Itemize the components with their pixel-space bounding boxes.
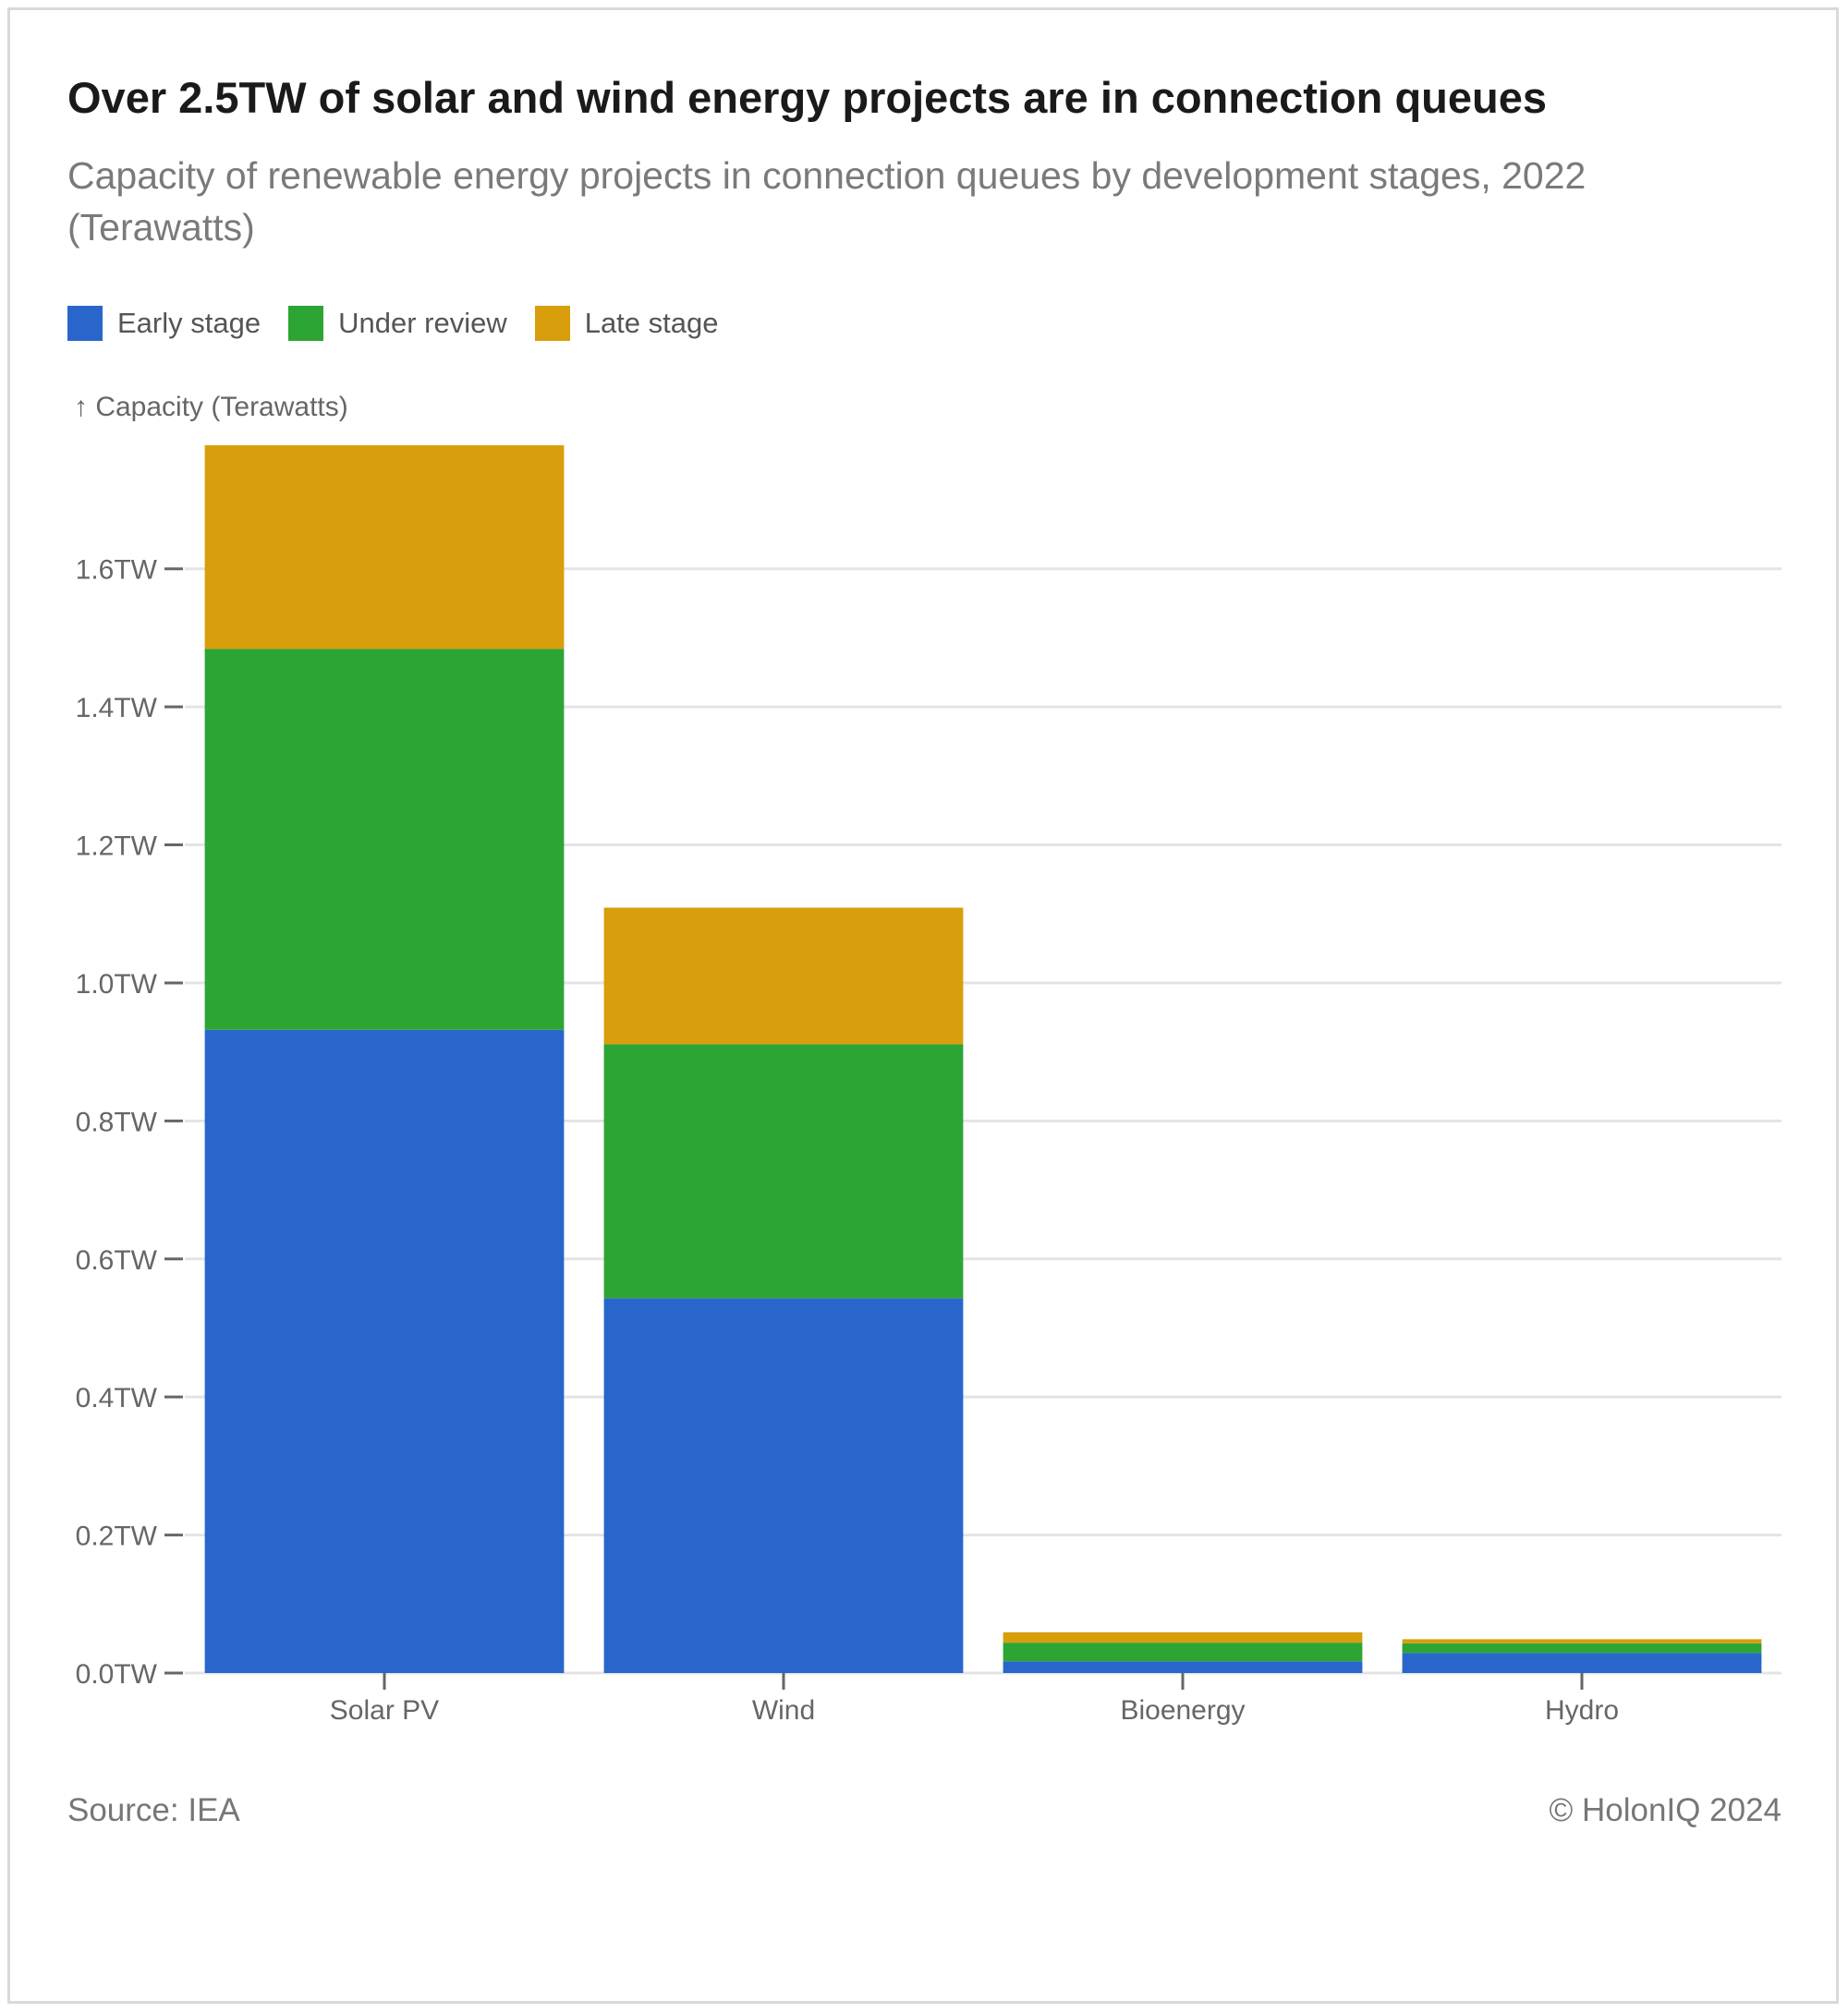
bar-wind-late-stage bbox=[603, 907, 964, 1045]
bar-solar-pv-late-stage bbox=[204, 445, 565, 649]
y-tick-label: 1.2TW bbox=[76, 831, 158, 862]
legend-swatch-late-stage bbox=[534, 306, 570, 341]
bar-bioenergy-early-stage bbox=[1003, 1661, 1363, 1673]
y-tick-label: 1.4TW bbox=[76, 693, 158, 723]
x-tick-label: Bioenergy bbox=[1120, 1695, 1245, 1726]
chart-title: Over 2.5TW of solar and wind energy proj… bbox=[67, 73, 1547, 122]
bar-bioenergy-under-review bbox=[1003, 1643, 1363, 1662]
source-note: Source: IEA bbox=[67, 1792, 240, 1828]
y-tick-label: 0.4TW bbox=[76, 1383, 158, 1413]
bar-wind-early-stage bbox=[603, 1298, 964, 1673]
x-tick-label: Wind bbox=[752, 1695, 815, 1726]
bar-solar-pv-under-review bbox=[204, 649, 565, 1030]
copyright-note: © HolonIQ 2024 bbox=[1549, 1792, 1782, 1828]
y-tick-label: 1.0TW bbox=[76, 969, 158, 1000]
bar-wind-under-review bbox=[603, 1044, 964, 1299]
y-tick-label: 0.8TW bbox=[76, 1107, 158, 1137]
legend-label-under-review: Under review bbox=[338, 307, 507, 339]
y-tick-label: 0.6TW bbox=[76, 1245, 158, 1276]
y-tick-label: 0.2TW bbox=[76, 1522, 158, 1552]
y-tick-label: 1.6TW bbox=[76, 555, 158, 586]
chart-subtitle: Capacity of renewable energy projects in… bbox=[67, 154, 1587, 249]
legend-item-late-stage: Late stage bbox=[534, 306, 719, 341]
y-tick-label: 0.0TW bbox=[76, 1659, 158, 1690]
legend-item-under-review: Under review bbox=[288, 306, 507, 341]
bar-bioenergy-late-stage bbox=[1003, 1631, 1363, 1643]
x-tick-label: Solar PV bbox=[330, 1695, 439, 1726]
bar-solar-pv-early-stage bbox=[204, 1029, 565, 1673]
y-axis-title: ↑ Capacity (Terawatts) bbox=[74, 392, 348, 422]
bar-hydro-late-stage bbox=[1402, 1639, 1762, 1643]
legend-label-late-stage: Late stage bbox=[584, 307, 719, 339]
legend-label-early-stage: Early stage bbox=[117, 307, 261, 339]
legend-swatch-under-review bbox=[288, 306, 324, 341]
legend: Early stage Under review Late stage bbox=[67, 305, 747, 342]
bar-hydro-early-stage bbox=[1402, 1653, 1762, 1673]
x-tick-label: Hydro bbox=[1545, 1695, 1619, 1726]
legend-swatch-early-stage bbox=[67, 306, 103, 341]
legend-item-early-stage: Early stage bbox=[67, 306, 261, 341]
bar-hydro-under-review bbox=[1402, 1643, 1762, 1654]
